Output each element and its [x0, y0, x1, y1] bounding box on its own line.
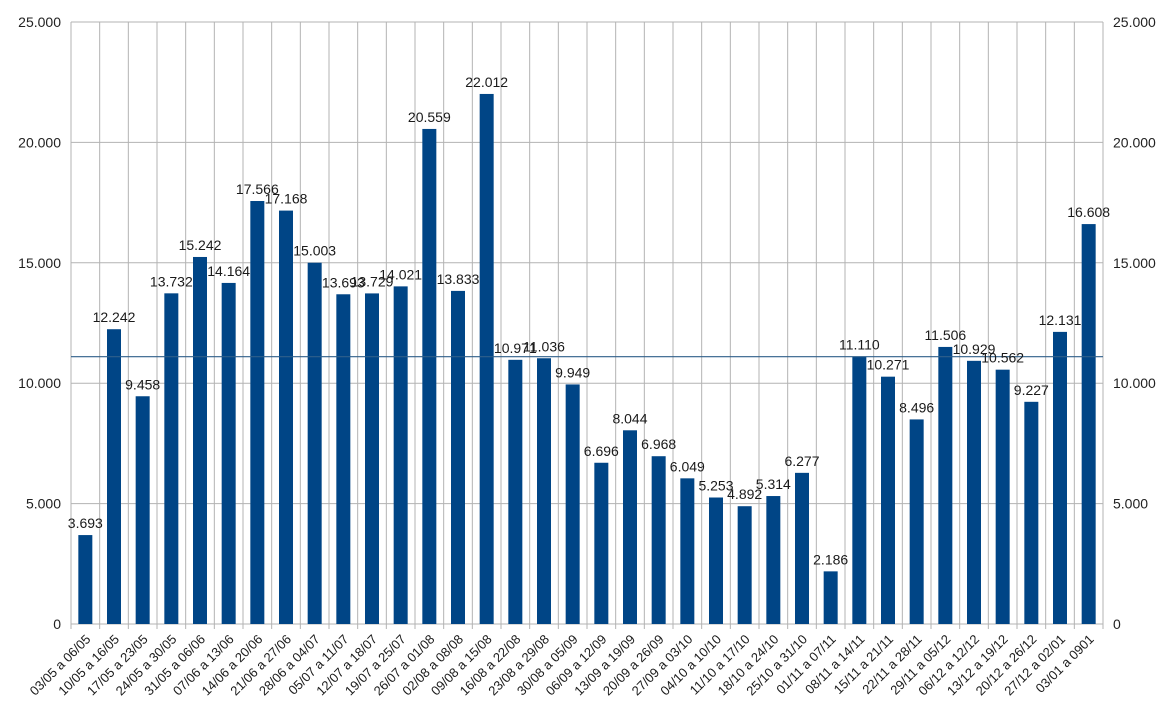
- y-tick-label-left: 15.000: [18, 255, 61, 271]
- data-label: 20.559: [408, 109, 451, 125]
- bar: [737, 506, 752, 624]
- bar: [107, 329, 121, 624]
- data-label: 8.496: [899, 399, 934, 415]
- bar: [795, 472, 809, 624]
- bar: [307, 262, 322, 624]
- data-label: 17.566: [236, 181, 279, 197]
- bar: [365, 293, 379, 624]
- data-label: 22.012: [465, 74, 508, 90]
- bar: [709, 497, 723, 624]
- y-tick-label-right: 20.000: [1113, 134, 1156, 150]
- data-label: 9.949: [555, 364, 590, 380]
- bars: [78, 93, 1096, 625]
- data-label: 10.562: [981, 350, 1024, 366]
- bar: [623, 430, 637, 624]
- bar: [336, 294, 351, 624]
- y-tick-label-left: 0: [53, 616, 61, 632]
- data-label: 10.929: [953, 341, 996, 357]
- bar: [422, 128, 437, 625]
- bar: [164, 293, 179, 624]
- data-label: 13.693: [322, 274, 365, 290]
- data-label: 11.506: [924, 327, 966, 343]
- bar: [221, 282, 236, 624]
- data-label: 12.131: [1039, 312, 1082, 328]
- data-label: 9.227: [1014, 382, 1049, 398]
- bar: [594, 462, 609, 624]
- y-tick-label-left: 20.000: [18, 134, 61, 150]
- bar: [823, 571, 838, 624]
- bar: [193, 256, 207, 624]
- data-labels: 3.693 12.242 9.458 13.732 15.242 14.164 17.566…: [68, 74, 1110, 567]
- data-label: 13.833: [437, 271, 480, 287]
- data-label: 15.242: [179, 237, 222, 253]
- gridlines: [70, 21, 1104, 629]
- bar: [78, 535, 93, 624]
- data-label: 10.271: [867, 357, 910, 373]
- bar: [909, 419, 924, 624]
- bar: [279, 210, 293, 625]
- bar: [250, 201, 265, 624]
- data-label: 6.277: [784, 453, 819, 469]
- data-label: 16.608: [1067, 204, 1110, 220]
- data-label: 2.186: [813, 551, 848, 567]
- bar: [565, 384, 580, 624]
- bar: [852, 356, 867, 624]
- bar: [451, 290, 465, 624]
- data-label: 10.971: [494, 340, 537, 356]
- y-tick-label-right: 15.000: [1113, 255, 1156, 271]
- data-label: 11.110: [839, 336, 880, 352]
- data-label: 6.968: [641, 436, 676, 452]
- data-label: 9.458: [125, 376, 160, 392]
- data-label: 4.892: [727, 486, 762, 502]
- y-tick-labels: 0 0 5.000 5.000 10.000 10.000 15.000 15.000 20.0…: [18, 14, 1156, 632]
- bar: [537, 358, 551, 624]
- data-label: 5.314: [756, 476, 791, 492]
- y-tick-label-right: 25.000: [1113, 14, 1156, 30]
- bar: [135, 396, 150, 624]
- bar: [938, 346, 953, 624]
- bar: [766, 496, 781, 624]
- data-label: 12.242: [93, 309, 136, 325]
- data-label: 6.696: [584, 443, 619, 459]
- y-tick-label-right: 5.000: [1113, 496, 1148, 512]
- bar: [680, 478, 695, 624]
- data-label: 3.693: [68, 515, 103, 531]
- bar: [1081, 224, 1096, 625]
- data-label: 13.729: [351, 273, 394, 289]
- bar: [881, 376, 895, 624]
- bar: [508, 359, 523, 624]
- data-label: 5.253: [698, 478, 733, 494]
- data-label: 14.164: [207, 263, 250, 279]
- bar: [1024, 401, 1039, 624]
- y-tick-label-left: 5.000: [26, 496, 61, 512]
- data-label: 13.732: [150, 273, 193, 289]
- bar: [1053, 331, 1067, 624]
- data-label: 11.036: [523, 338, 565, 354]
- data-label: 17.168: [265, 191, 308, 207]
- bar: [479, 93, 494, 624]
- bar: [651, 456, 666, 624]
- data-label: 14.021: [379, 266, 422, 282]
- y-tick-label-right: 0: [1113, 616, 1121, 632]
- y-tick-label-left: 25.000: [18, 14, 61, 30]
- bar: [995, 369, 1010, 624]
- data-label: 6.049: [670, 458, 705, 474]
- y-tick-label-right: 10.000: [1113, 375, 1156, 391]
- data-label: 8.044: [612, 410, 647, 426]
- bar: [967, 360, 981, 624]
- bar: [393, 286, 408, 624]
- y-tick-label-left: 10.000: [18, 375, 61, 391]
- data-label: 15.003: [293, 243, 336, 259]
